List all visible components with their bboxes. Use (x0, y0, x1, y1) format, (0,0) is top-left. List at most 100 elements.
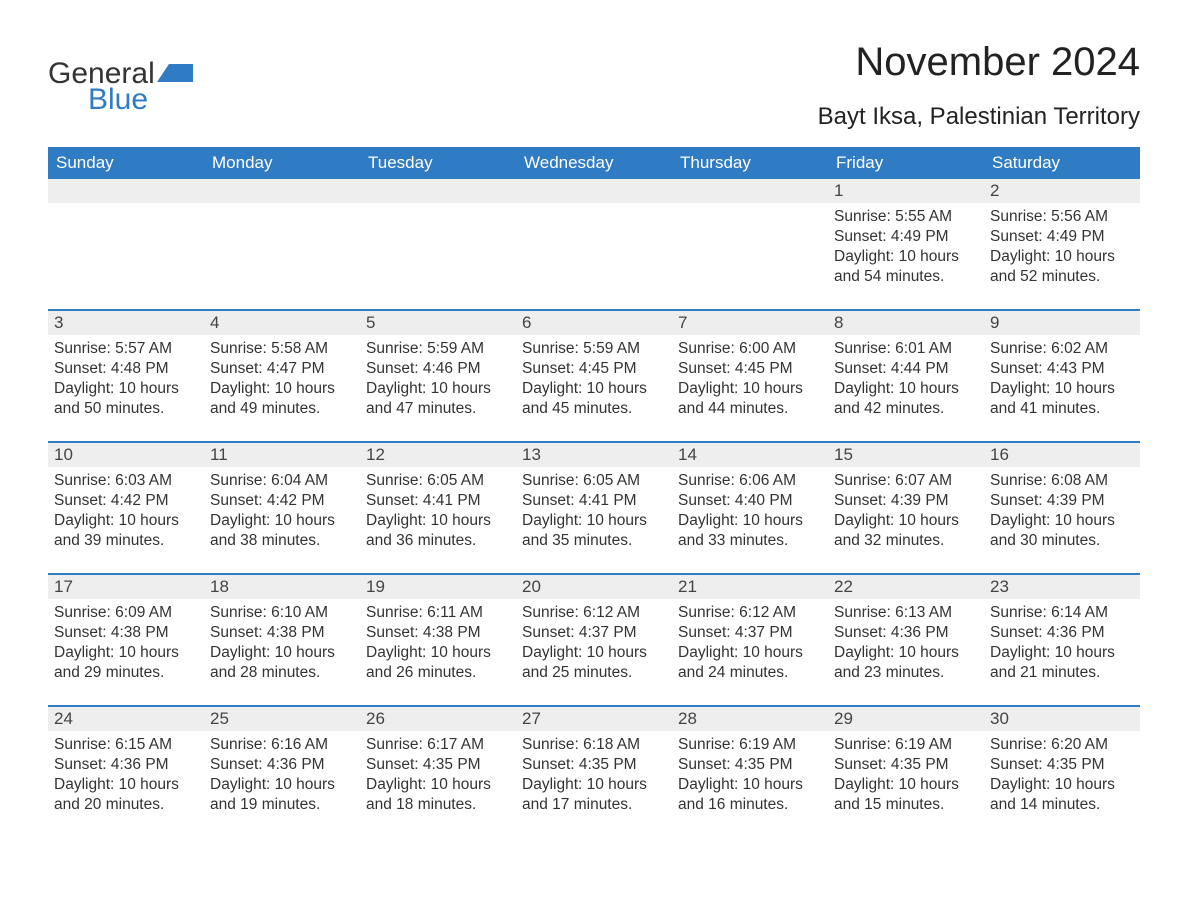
sunset-line: Sunset: 4:43 PM (990, 359, 1134, 379)
day-body: Sunrise: 5:59 AMSunset: 4:45 PMDaylight:… (516, 335, 672, 426)
day-cell: 15Sunrise: 6:07 AMSunset: 4:39 PMDayligh… (828, 443, 984, 573)
day-number (48, 179, 204, 203)
day-body: Sunrise: 6:12 AMSunset: 4:37 PMDaylight:… (672, 599, 828, 690)
day-number: 21 (672, 575, 828, 599)
month-title: November 2024 (818, 40, 1140, 85)
day-number: 1 (828, 179, 984, 203)
day-cell: 17Sunrise: 6:09 AMSunset: 4:38 PMDayligh… (48, 575, 204, 705)
sunrise-line: Sunrise: 6:20 AM (990, 735, 1134, 755)
day-number: 29 (828, 707, 984, 731)
sunset-line: Sunset: 4:38 PM (54, 623, 198, 643)
sunrise-line: Sunrise: 6:02 AM (990, 339, 1134, 359)
weekday-header: Monday (204, 147, 360, 179)
daylight-line: Daylight: 10 hours and 42 minutes. (834, 379, 978, 419)
daylight-line: Daylight: 10 hours and 33 minutes. (678, 511, 822, 551)
day-cell: 16Sunrise: 6:08 AMSunset: 4:39 PMDayligh… (984, 443, 1140, 573)
day-body: Sunrise: 6:01 AMSunset: 4:44 PMDaylight:… (828, 335, 984, 426)
day-body: Sunrise: 6:19 AMSunset: 4:35 PMDaylight:… (828, 731, 984, 822)
sunrise-line: Sunrise: 6:03 AM (54, 471, 198, 491)
sunset-line: Sunset: 4:38 PM (210, 623, 354, 643)
daylight-line: Daylight: 10 hours and 35 minutes. (522, 511, 666, 551)
sunset-line: Sunset: 4:36 PM (834, 623, 978, 643)
sunrise-line: Sunrise: 6:16 AM (210, 735, 354, 755)
day-body: Sunrise: 6:18 AMSunset: 4:35 PMDaylight:… (516, 731, 672, 822)
day-number: 18 (204, 575, 360, 599)
day-cell: 2Sunrise: 5:56 AMSunset: 4:49 PMDaylight… (984, 179, 1140, 309)
weekday-header: Friday (828, 147, 984, 179)
sunrise-line: Sunrise: 6:05 AM (366, 471, 510, 491)
sunrise-line: Sunrise: 6:13 AM (834, 603, 978, 623)
sunset-line: Sunset: 4:48 PM (54, 359, 198, 379)
logo-text-blue: Blue (88, 84, 193, 116)
day-body: Sunrise: 5:59 AMSunset: 4:46 PMDaylight:… (360, 335, 516, 426)
day-cell: 28Sunrise: 6:19 AMSunset: 4:35 PMDayligh… (672, 707, 828, 837)
sunrise-line: Sunrise: 5:55 AM (834, 207, 978, 227)
location-label: Bayt Iksa, Palestinian Territory (818, 103, 1140, 131)
day-number (516, 179, 672, 203)
day-body: Sunrise: 6:14 AMSunset: 4:36 PMDaylight:… (984, 599, 1140, 690)
day-body: Sunrise: 6:06 AMSunset: 4:40 PMDaylight:… (672, 467, 828, 558)
day-body: Sunrise: 6:13 AMSunset: 4:36 PMDaylight:… (828, 599, 984, 690)
sunrise-line: Sunrise: 6:04 AM (210, 471, 354, 491)
daylight-line: Daylight: 10 hours and 44 minutes. (678, 379, 822, 419)
sunrise-line: Sunrise: 6:09 AM (54, 603, 198, 623)
daylight-line: Daylight: 10 hours and 49 minutes. (210, 379, 354, 419)
week-row: 24Sunrise: 6:15 AMSunset: 4:36 PMDayligh… (48, 705, 1140, 837)
day-cell: 13Sunrise: 6:05 AMSunset: 4:41 PMDayligh… (516, 443, 672, 573)
sunset-line: Sunset: 4:45 PM (522, 359, 666, 379)
weekday-header: Thursday (672, 147, 828, 179)
sunset-line: Sunset: 4:44 PM (834, 359, 978, 379)
daylight-line: Daylight: 10 hours and 45 minutes. (522, 379, 666, 419)
sunset-line: Sunset: 4:36 PM (990, 623, 1134, 643)
sunset-line: Sunset: 4:47 PM (210, 359, 354, 379)
day-number: 10 (48, 443, 204, 467)
daylight-line: Daylight: 10 hours and 54 minutes. (834, 247, 978, 287)
daylight-line: Daylight: 10 hours and 18 minutes. (366, 775, 510, 815)
day-cell: 7Sunrise: 6:00 AMSunset: 4:45 PMDaylight… (672, 311, 828, 441)
sunrise-line: Sunrise: 6:06 AM (678, 471, 822, 491)
sunrise-line: Sunrise: 6:07 AM (834, 471, 978, 491)
day-cell: 18Sunrise: 6:10 AMSunset: 4:38 PMDayligh… (204, 575, 360, 705)
weekday-header-row: SundayMondayTuesdayWednesdayThursdayFrid… (48, 147, 1140, 179)
day-number (672, 179, 828, 203)
day-number: 2 (984, 179, 1140, 203)
day-body: Sunrise: 6:05 AMSunset: 4:41 PMDaylight:… (360, 467, 516, 558)
sunset-line: Sunset: 4:40 PM (678, 491, 822, 511)
day-number: 12 (360, 443, 516, 467)
day-cell: 25Sunrise: 6:16 AMSunset: 4:36 PMDayligh… (204, 707, 360, 837)
sunrise-line: Sunrise: 6:14 AM (990, 603, 1134, 623)
sunrise-line: Sunrise: 5:58 AM (210, 339, 354, 359)
daylight-line: Daylight: 10 hours and 21 minutes. (990, 643, 1134, 683)
sunrise-line: Sunrise: 6:19 AM (678, 735, 822, 755)
day-cell: 14Sunrise: 6:06 AMSunset: 4:40 PMDayligh… (672, 443, 828, 573)
sunrise-line: Sunrise: 6:19 AM (834, 735, 978, 755)
day-number: 19 (360, 575, 516, 599)
day-cell (360, 179, 516, 309)
sunset-line: Sunset: 4:39 PM (990, 491, 1134, 511)
day-body: Sunrise: 6:00 AMSunset: 4:45 PMDaylight:… (672, 335, 828, 426)
day-cell (48, 179, 204, 309)
day-cell: 12Sunrise: 6:05 AMSunset: 4:41 PMDayligh… (360, 443, 516, 573)
week-row: 10Sunrise: 6:03 AMSunset: 4:42 PMDayligh… (48, 441, 1140, 573)
weekday-header: Saturday (984, 147, 1140, 179)
day-body: Sunrise: 6:11 AMSunset: 4:38 PMDaylight:… (360, 599, 516, 690)
day-cell: 29Sunrise: 6:19 AMSunset: 4:35 PMDayligh… (828, 707, 984, 837)
daylight-line: Daylight: 10 hours and 17 minutes. (522, 775, 666, 815)
day-number: 3 (48, 311, 204, 335)
daylight-line: Daylight: 10 hours and 38 minutes. (210, 511, 354, 551)
day-number (360, 179, 516, 203)
day-number: 20 (516, 575, 672, 599)
day-number: 8 (828, 311, 984, 335)
day-cell: 24Sunrise: 6:15 AMSunset: 4:36 PMDayligh… (48, 707, 204, 837)
sunrise-line: Sunrise: 5:59 AM (366, 339, 510, 359)
sunrise-line: Sunrise: 6:00 AM (678, 339, 822, 359)
daylight-line: Daylight: 10 hours and 50 minutes. (54, 379, 198, 419)
sunset-line: Sunset: 4:49 PM (834, 227, 978, 247)
day-cell: 8Sunrise: 6:01 AMSunset: 4:44 PMDaylight… (828, 311, 984, 441)
day-cell: 20Sunrise: 6:12 AMSunset: 4:37 PMDayligh… (516, 575, 672, 705)
day-cell (204, 179, 360, 309)
day-body: Sunrise: 6:19 AMSunset: 4:35 PMDaylight:… (672, 731, 828, 822)
week-row: 1 Sunrise: 5:55 AMSunset: 4:49 PMDaylight… (48, 179, 1140, 309)
sunrise-line: Sunrise: 6:01 AM (834, 339, 978, 359)
sunset-line: Sunset: 4:37 PM (522, 623, 666, 643)
